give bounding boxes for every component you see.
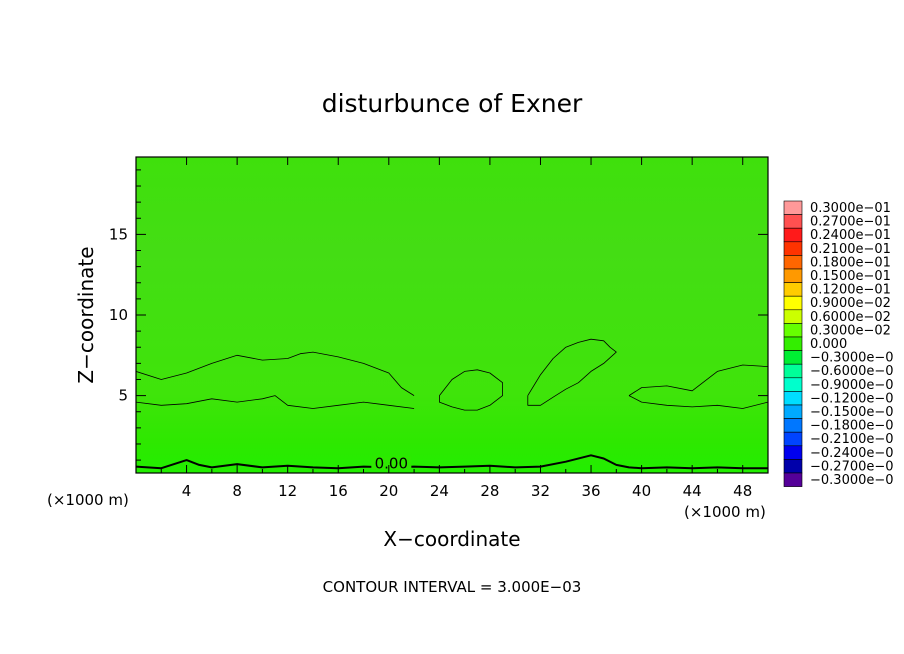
contour-interval-note: CONTOUR INTERVAL = 3.000E−03 bbox=[323, 578, 582, 596]
colorbar-label: −0.2700e−0 bbox=[810, 459, 894, 474]
x-tick-label: 32 bbox=[531, 482, 550, 500]
y-tick-label: 15 bbox=[109, 225, 128, 243]
x-tick-label: 24 bbox=[430, 482, 449, 500]
colorbar-label: 0.000 bbox=[810, 337, 847, 352]
contour-line bbox=[136, 351, 415, 396]
colorbar-label: 0.1800e−01 bbox=[810, 255, 891, 270]
colorbar-swatch bbox=[783, 431, 803, 447]
colorbar-swatch bbox=[783, 472, 803, 487]
colorbar-swatch bbox=[783, 363, 803, 379]
colorbar-label: 0.1200e−01 bbox=[810, 283, 891, 298]
colorbar-swatch bbox=[783, 418, 803, 433]
y-tick-label: 10 bbox=[109, 306, 128, 324]
colorbar-label: 0.6000e−02 bbox=[810, 310, 891, 325]
x-unit-label-right: (×1000 m) bbox=[684, 503, 766, 521]
colorbar-label: −0.3000e−0 bbox=[810, 351, 894, 366]
x-tick-label: 44 bbox=[683, 482, 702, 500]
x-tick-label: 20 bbox=[379, 482, 398, 500]
x-tick-label: 16 bbox=[329, 482, 348, 500]
colorbar-swatch bbox=[783, 309, 803, 324]
colorbar-swatch bbox=[783, 255, 803, 270]
zero-contour-label: 0.00 bbox=[375, 455, 408, 473]
x-axis-title: X−coordinate bbox=[383, 527, 520, 551]
colorbar-label: 0.2100e−01 bbox=[810, 242, 891, 257]
colorbar-label: 0.1500e−01 bbox=[810, 269, 891, 284]
y-axis-title: Z−coordinate bbox=[74, 246, 98, 383]
colorbar-label: −0.1800e−0 bbox=[810, 419, 894, 434]
colorbar-swatch bbox=[783, 350, 803, 365]
colorbar-label: −0.6000e−0 bbox=[810, 364, 894, 379]
colorbar-label: −0.3000e−0 bbox=[810, 473, 894, 488]
colorbar-swatch bbox=[783, 214, 803, 229]
contour-lines: 0.00 bbox=[136, 338, 768, 473]
zero-contour-line bbox=[136, 454, 768, 470]
colorbar-swatch bbox=[783, 295, 803, 311]
colorbar-swatch bbox=[783, 336, 803, 351]
y-tick-label: 5 bbox=[118, 387, 128, 405]
x-axis-ticks: 4 8 12 16 20 24 28 32 36 40 44 48 bbox=[160, 157, 752, 500]
colorbar-swatch bbox=[783, 282, 803, 297]
colorbar-label: 0.3000e−01 bbox=[810, 201, 891, 216]
zero-contour-label-bg bbox=[371, 456, 412, 470]
colorbar-swatch bbox=[783, 404, 803, 419]
x-tick-label: 40 bbox=[632, 482, 651, 500]
colorbar-swatch bbox=[783, 445, 803, 460]
contour-line bbox=[136, 395, 415, 409]
contour-line bbox=[438, 369, 504, 411]
colorbar-swatch bbox=[783, 241, 803, 256]
x-tick-label: 4 bbox=[182, 482, 192, 500]
colorbar-label: −0.9000e−0 bbox=[810, 378, 894, 393]
y-axis-ticks: 5 10 15 bbox=[109, 169, 768, 461]
colorbar-label: 0.2700e−01 bbox=[810, 215, 891, 230]
colorbar-swatch bbox=[783, 323, 803, 338]
colorbar-swatch bbox=[783, 200, 803, 215]
contour-line bbox=[628, 364, 768, 409]
colorbar-label: 0.3000e−02 bbox=[810, 323, 891, 338]
x-tick-label: 28 bbox=[480, 482, 499, 500]
x-tick-label: 12 bbox=[278, 482, 297, 500]
colorbar-label: 0.9000e−02 bbox=[810, 296, 891, 311]
x-unit-label-left: (×1000 m) bbox=[47, 491, 129, 509]
colorbar-label: −0.1200e−0 bbox=[810, 391, 894, 406]
colorbar-swatch bbox=[783, 377, 803, 392]
x-tick-label: 8 bbox=[232, 482, 242, 500]
colorbar-swatch bbox=[783, 227, 803, 243]
colorbar-swatch bbox=[783, 459, 803, 474]
x-tick-label: 36 bbox=[581, 482, 600, 500]
colorbar-label: 0.2400e−01 bbox=[810, 228, 891, 243]
plot-field bbox=[136, 157, 768, 473]
chart-title: disturbunce of Exner bbox=[322, 89, 583, 118]
contour-line bbox=[527, 338, 617, 406]
x-tick-label: 48 bbox=[733, 482, 752, 500]
colorbar-label: −0.1500e−0 bbox=[810, 405, 894, 420]
colorbar-swatch bbox=[783, 268, 803, 283]
colorbar-swatch bbox=[783, 391, 803, 406]
colorbar-label: −0.2100e−0 bbox=[810, 432, 894, 447]
colorbar: 0.3000e−010.2700e−010.2400e−010.2100e−01… bbox=[783, 200, 894, 488]
colorbar-label: −0.2400e−0 bbox=[810, 446, 894, 461]
